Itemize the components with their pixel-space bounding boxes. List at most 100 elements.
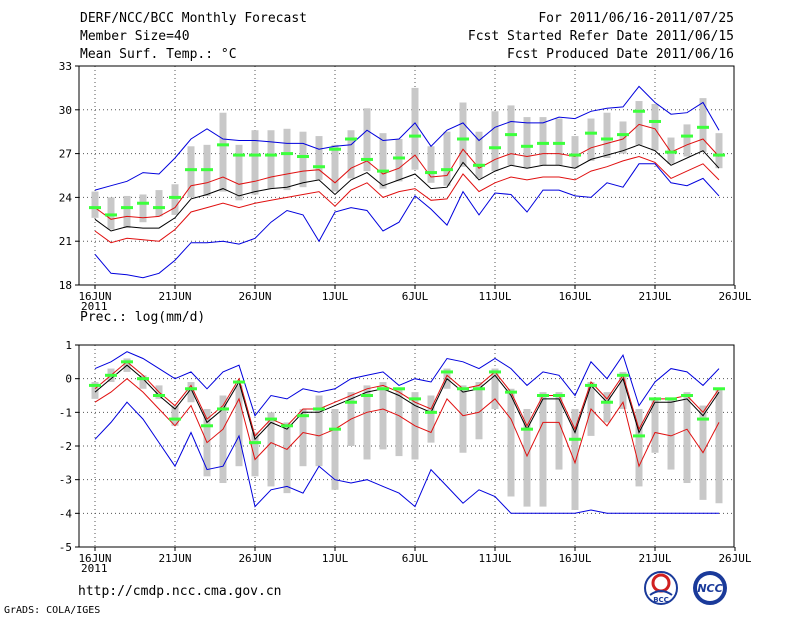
median-marker [169,417,181,421]
median-marker [601,400,613,404]
box-member-range [171,405,179,426]
series-max-line [94,351,720,417]
y-tick-label: 0 [65,373,72,386]
y-tick-label: 21 [59,235,72,248]
median-marker [217,407,229,411]
x-tick-label: 11JUL [478,552,511,565]
box-member-range [491,368,499,409]
box-member-range [603,392,611,423]
box-member-range [123,195,131,229]
box-member-range [619,371,627,409]
median-marker [409,397,421,401]
median-marker [265,153,277,157]
median-marker [457,137,469,141]
box-member-range [427,146,435,183]
median-marker [425,410,437,414]
median-marker [329,147,341,151]
bcc-logo-icon: BCC [644,571,678,605]
box-member-range [411,87,419,170]
y-tick-label: -4 [59,507,73,520]
box-member-range [459,385,467,453]
y-tick-label: -1 [59,406,72,419]
box-member-range [443,131,451,186]
median-marker [249,441,261,445]
median-marker [649,119,661,123]
x-tick-label: 16JUL [558,552,591,565]
box-member-range [651,103,659,151]
median-marker [313,407,325,411]
box-member-range [587,118,595,161]
box-member-range [635,408,643,487]
median-marker [201,168,213,172]
box-member-range [187,382,195,403]
box-member-range [603,112,611,158]
y-tick-label: 1 [65,339,72,352]
x-tick-label: 6JUL [402,552,429,565]
median-marker [633,109,645,113]
y-tick-label: 18 [59,279,72,292]
box-member-range [459,102,467,167]
median-marker [489,146,501,150]
median-marker [153,206,165,210]
plot-frame [78,65,735,286]
median-marker [569,153,581,157]
box-member-range [347,130,355,179]
box-member-range [667,398,675,470]
box-member-range [283,422,291,494]
x-tick-label: 16JUN [78,552,111,565]
series-mean-line [94,364,720,441]
box-member-range [683,124,691,157]
box-member-range [283,128,291,191]
y-tick-label: 24 [59,191,73,204]
series-std-upper-line [94,361,720,437]
box-member-range [331,144,339,192]
median-marker [265,417,277,421]
box-member-range [395,388,403,457]
median-marker [361,157,373,161]
median-marker [681,134,693,138]
median-marker [489,370,501,374]
y-tick-label: 27 [59,148,72,161]
bcc-logo: BCC [638,571,684,605]
median-marker [697,417,709,421]
box-member-range [155,190,163,217]
series-max-line [94,85,720,191]
x-tick-label: 1JUL [322,552,349,565]
x-tick-label: 21JUN [158,290,191,303]
median-marker [137,377,149,381]
box-member-range [571,408,579,510]
median-marker [553,394,565,397]
box-member-range [331,408,339,490]
box-member-range [363,385,371,460]
median-marker [281,424,293,428]
median-marker [473,387,485,391]
median-marker [505,133,517,137]
median-marker [345,137,357,141]
series-std-lower-line [94,155,720,244]
median-marker [377,387,389,391]
median-marker [521,427,533,431]
box-member-range [395,139,403,182]
box-member-range [539,117,547,166]
box-member-range [715,133,723,169]
x-tick-label: 21JUN [158,552,191,565]
source-url[interactable]: http://cmdp.ncc.cma.gov.cn [78,584,282,599]
series-mean-line [94,144,720,232]
median-marker [713,153,725,157]
box-member-range [379,382,387,450]
median-marker [649,397,661,401]
median-marker [681,394,693,397]
box-member-range [379,133,387,189]
box-member-range [523,408,531,507]
x-tick-label: 16JUN [78,290,111,303]
box-member-range [539,392,547,507]
median-marker [521,144,533,148]
series-std-upper-line [94,123,720,220]
median-marker [345,400,357,404]
median-marker [185,168,197,172]
y-tick-label: -2 [59,440,72,453]
median-marker [553,141,565,145]
box-member-range [299,131,307,188]
